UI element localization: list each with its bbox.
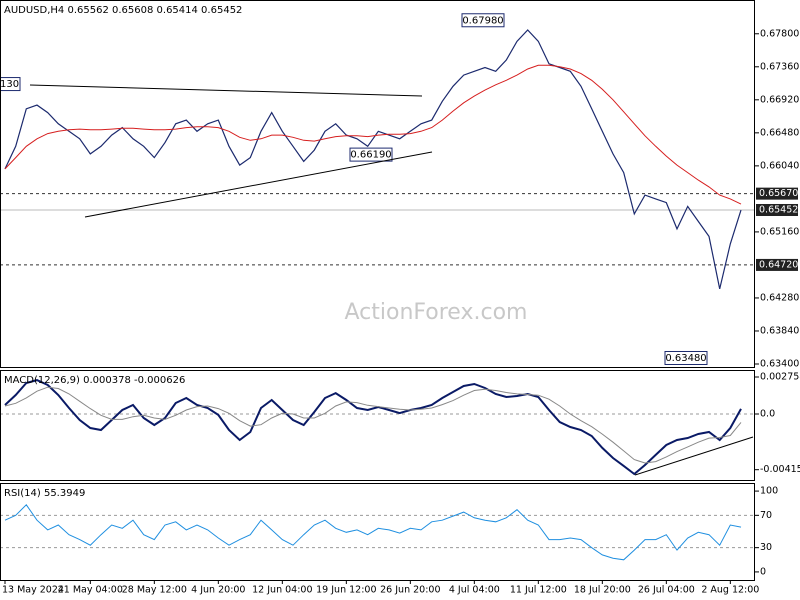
panel-frame — [0, 0, 755, 368]
panel-frame — [0, 370, 755, 481]
annotation-label: 130 — [0, 79, 19, 90]
series-line — [4, 64, 742, 205]
series-line — [4, 504, 742, 561]
series-line — [4, 29, 742, 290]
panel-title: RSI(14) 55.3949 — [4, 488, 85, 499]
y-tick-label: 0.64280 — [760, 292, 799, 303]
y-tick-label: 0.65160 — [760, 226, 799, 237]
x-tick-label: 4 Jun 20:00 — [191, 585, 245, 596]
trendline — [29, 84, 423, 97]
y-tick-label: 0.66920 — [760, 94, 799, 105]
annotation-label: 0.67980 — [462, 15, 503, 26]
y-tick-label: 0.67800 — [760, 28, 799, 39]
trendline — [634, 436, 754, 476]
annotation-box — [349, 147, 393, 162]
y-tick-label: 30 — [760, 542, 772, 553]
y-tick-label: 0.67360 — [760, 61, 799, 72]
y-tick-label: -0.004152 — [760, 464, 800, 475]
x-tick-label: 21 May 04:00 — [58, 585, 123, 596]
price-level-box — [756, 258, 798, 271]
panel-title: MACD(12,26,9) 0.000378 -0.000626 — [4, 375, 185, 386]
y-tick-label: 0.002758 — [760, 372, 800, 383]
x-tick-label: 12 Jun 04:00 — [252, 585, 312, 596]
panel-title: AUDUSD,H4 0.65562 0.65608 0.65414 0.6545… — [4, 5, 242, 16]
price-level-label: 0.65670 — [759, 188, 798, 199]
y-tick-label: 0.0 — [760, 409, 775, 420]
x-tick-label: 18 Jul 20:00 — [574, 585, 631, 596]
y-tick-label: 70 — [760, 510, 772, 521]
price-level-box — [756, 187, 798, 200]
x-tick-label: 19 Jun 12:00 — [316, 585, 376, 596]
x-tick-label: 13 May 2024 — [2, 585, 64, 596]
y-tick-label: 0.63400 — [760, 358, 799, 369]
annotation-box — [461, 13, 505, 28]
x-tick-label: 4 Jul 04:00 — [449, 585, 500, 596]
watermark: ActionForex.com — [345, 300, 528, 325]
annotation-label: 0.63480 — [665, 353, 706, 364]
y-tick-label: 0.63840 — [760, 325, 799, 336]
annotation-box — [664, 350, 708, 365]
x-tick-label: 11 Jul 12:00 — [510, 585, 567, 596]
plot-layers: ActionForex.com — [0, 13, 755, 561]
y-tick-label: 0.66480 — [760, 127, 799, 138]
panel-frame — [0, 483, 755, 581]
x-tick-label: 2 Aug 12:00 — [701, 585, 759, 596]
price-level-box — [756, 203, 798, 216]
series-line — [4, 379, 742, 476]
annotation-box — [0, 77, 21, 92]
y-tick-label: 0.66040 — [760, 160, 799, 171]
price-level-label: 0.65452 — [759, 204, 798, 215]
x-tick-label: 26 Jun 20:00 — [380, 585, 440, 596]
y-tick-label: 0 — [760, 566, 766, 577]
annotation-label: 0.66190 — [350, 150, 391, 161]
price-level-label: 0.64720 — [759, 259, 798, 270]
trendline — [84, 151, 433, 218]
x-tick-label: 28 May 12:00 — [122, 585, 187, 596]
x-tick-label: 26 Jul 04:00 — [638, 585, 695, 596]
series-line — [4, 386, 742, 464]
y-tick-label: 100 — [760, 486, 778, 497]
